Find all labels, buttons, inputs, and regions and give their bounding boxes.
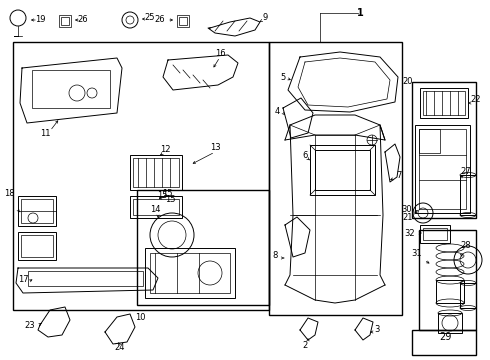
Bar xyxy=(21,199,53,223)
Bar xyxy=(21,235,53,257)
Bar xyxy=(412,330,476,355)
Text: 30: 30 xyxy=(401,206,412,215)
Text: 31: 31 xyxy=(412,248,422,257)
Text: 8: 8 xyxy=(272,251,278,260)
Text: 15: 15 xyxy=(157,192,167,201)
Bar xyxy=(415,125,470,213)
Text: 19: 19 xyxy=(35,15,45,24)
Bar xyxy=(179,17,187,25)
Text: 15: 15 xyxy=(162,189,172,198)
Text: 28: 28 xyxy=(460,240,470,249)
Bar xyxy=(28,271,143,286)
Bar xyxy=(59,15,71,27)
Text: 7: 7 xyxy=(396,171,401,180)
Text: 21: 21 xyxy=(402,213,413,222)
Bar xyxy=(412,82,476,218)
Text: 32: 32 xyxy=(404,229,415,238)
Bar xyxy=(420,225,450,243)
Bar xyxy=(460,283,476,308)
Text: 11: 11 xyxy=(40,129,50,138)
Text: 26: 26 xyxy=(78,15,88,24)
Text: 16: 16 xyxy=(215,49,225,58)
Text: 5: 5 xyxy=(280,72,286,81)
Bar xyxy=(315,150,370,190)
Bar xyxy=(130,155,182,190)
Text: 6: 6 xyxy=(302,150,308,159)
Text: 15: 15 xyxy=(165,195,175,204)
Bar xyxy=(133,158,179,187)
Text: 9: 9 xyxy=(262,13,268,22)
Bar xyxy=(130,196,182,218)
Bar xyxy=(61,17,69,25)
Text: 17: 17 xyxy=(18,275,28,284)
Bar xyxy=(150,253,230,293)
Bar xyxy=(269,42,402,315)
Bar xyxy=(438,313,462,333)
Text: 2: 2 xyxy=(302,341,308,350)
Bar xyxy=(18,196,56,226)
Bar xyxy=(419,230,476,330)
Text: 4: 4 xyxy=(275,108,280,117)
Bar xyxy=(137,190,269,305)
Text: 27: 27 xyxy=(460,167,470,176)
Text: 26: 26 xyxy=(154,15,165,24)
Text: 22: 22 xyxy=(470,95,481,104)
Bar xyxy=(177,15,189,27)
Bar xyxy=(310,145,375,195)
Bar xyxy=(419,129,466,209)
Text: 29: 29 xyxy=(439,332,451,342)
Text: 13: 13 xyxy=(210,144,220,153)
Bar xyxy=(145,248,235,298)
Bar xyxy=(423,91,465,115)
Text: 10: 10 xyxy=(135,314,145,323)
Bar xyxy=(18,232,56,260)
Bar xyxy=(13,42,269,310)
Text: 24: 24 xyxy=(115,342,125,351)
Bar xyxy=(420,88,468,118)
Bar xyxy=(436,280,464,303)
Text: 14: 14 xyxy=(150,206,160,215)
Text: 15: 15 xyxy=(0,359,1,360)
Text: 23: 23 xyxy=(24,321,35,330)
Text: 18: 18 xyxy=(4,189,15,198)
Text: 1: 1 xyxy=(357,8,364,18)
Text: 25: 25 xyxy=(145,13,155,22)
Text: 3: 3 xyxy=(374,325,380,334)
Bar xyxy=(423,228,447,240)
Bar xyxy=(419,129,440,153)
Bar xyxy=(133,199,179,215)
Bar xyxy=(32,70,110,108)
Text: 12: 12 xyxy=(160,145,170,154)
Bar xyxy=(460,175,476,215)
Text: 20: 20 xyxy=(402,77,413,86)
